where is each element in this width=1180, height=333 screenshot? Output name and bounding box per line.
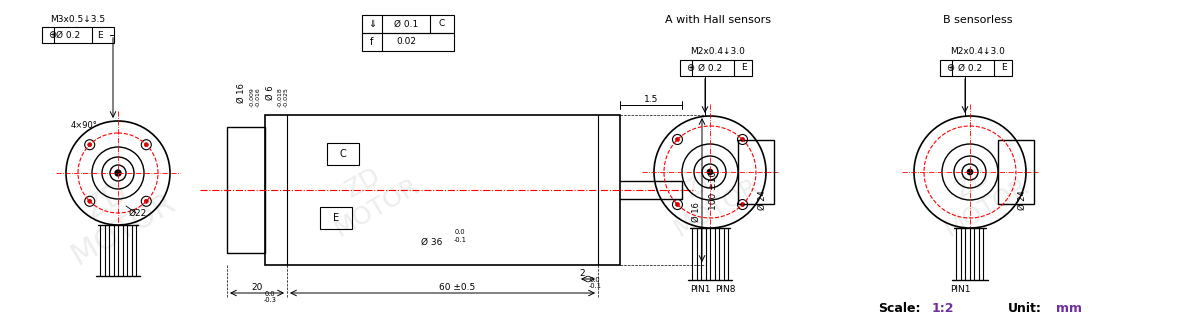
Text: PIN8: PIN8: [715, 285, 735, 294]
Text: E: E: [333, 213, 339, 223]
Text: ZD
MOTOR: ZD MOTOR: [926, 149, 1034, 241]
Text: M3x0.5↓3.5: M3x0.5↓3.5: [50, 16, 105, 25]
Text: ZD
MOTOR: ZD MOTOR: [50, 160, 181, 271]
Text: Ø 24: Ø 24: [758, 190, 767, 210]
Bar: [266, 115, 620, 265]
Bar: [327, 143, 359, 165]
Circle shape: [87, 143, 92, 147]
Circle shape: [707, 169, 713, 175]
Text: E: E: [1001, 64, 1007, 73]
Text: ⊕: ⊕: [686, 63, 694, 73]
Bar: [320, 207, 352, 229]
Circle shape: [144, 143, 149, 147]
Text: mm: mm: [1056, 301, 1082, 314]
Circle shape: [741, 138, 745, 142]
Text: -0.009
-0.016: -0.009 -0.016: [250, 87, 261, 107]
Text: C: C: [340, 149, 347, 159]
Bar: [680, 60, 752, 76]
Circle shape: [114, 170, 122, 176]
Text: 0.0
-0.3: 0.0 -0.3: [263, 290, 276, 303]
Text: Ø 16: Ø 16: [691, 202, 701, 222]
Text: A with Hall sensors: A with Hall sensors: [666, 15, 771, 25]
Text: Ø 0.2: Ø 0.2: [958, 64, 982, 73]
Text: Scale:: Scale:: [878, 301, 920, 314]
Text: Ø 6: Ø 6: [266, 86, 275, 100]
Text: Ø 36: Ø 36: [421, 237, 442, 246]
Text: 2: 2: [579, 268, 585, 277]
Bar: [227, 127, 266, 253]
Text: 0.0
-0.1: 0.0 -0.1: [589, 276, 602, 289]
Text: Ø 24: Ø 24: [1017, 190, 1027, 210]
Text: 0.0
-0.1: 0.0 -0.1: [453, 229, 466, 242]
Text: 1.5: 1.5: [644, 95, 658, 104]
Text: 60 ±0.5: 60 ±0.5: [439, 282, 476, 291]
Text: Ø 0.1: Ø 0.1: [394, 20, 418, 29]
Text: ZD
MOTOR: ZD MOTOR: [316, 149, 424, 241]
Text: f: f: [371, 37, 374, 47]
Bar: [940, 60, 1012, 76]
Text: Ø 16: Ø 16: [236, 83, 245, 103]
Circle shape: [741, 202, 745, 206]
Text: 0.02: 0.02: [396, 38, 417, 47]
Text: Ø 0.2: Ø 0.2: [55, 31, 80, 40]
Bar: [738, 140, 774, 204]
Text: 1:2: 1:2: [932, 301, 955, 314]
Text: Unit:: Unit:: [1008, 301, 1042, 314]
Bar: [362, 15, 454, 33]
Text: Ø22: Ø22: [129, 208, 148, 217]
Text: 4×90°: 4×90°: [71, 121, 98, 130]
Text: E: E: [97, 31, 103, 40]
Text: M2x0.4↓3.0: M2x0.4↓3.0: [690, 48, 746, 57]
Text: Ø 0.2: Ø 0.2: [697, 64, 722, 73]
Text: ⇓: ⇓: [368, 19, 376, 29]
Bar: [362, 33, 454, 51]
Text: 100 ±10: 100 ±10: [709, 170, 719, 209]
Text: E: E: [741, 64, 747, 73]
Circle shape: [675, 202, 680, 206]
Text: B sensorless: B sensorless: [943, 15, 1012, 25]
Bar: [42, 27, 114, 43]
Bar: [998, 140, 1034, 204]
Text: -0.018
-0.025: -0.018 -0.025: [277, 87, 288, 107]
Text: M2x0.4↓3.0: M2x0.4↓3.0: [951, 48, 1005, 57]
Text: 20: 20: [251, 282, 263, 291]
Text: ⊕: ⊕: [946, 63, 955, 73]
Text: ZD
MOTOR: ZD MOTOR: [656, 149, 763, 241]
Circle shape: [966, 169, 974, 175]
Circle shape: [87, 199, 92, 203]
Text: PIN1: PIN1: [690, 285, 710, 294]
Circle shape: [675, 138, 680, 142]
Text: C: C: [439, 20, 445, 29]
Circle shape: [144, 199, 149, 203]
Text: ⊕: ⊕: [48, 30, 57, 40]
Text: PIN1: PIN1: [950, 285, 970, 294]
